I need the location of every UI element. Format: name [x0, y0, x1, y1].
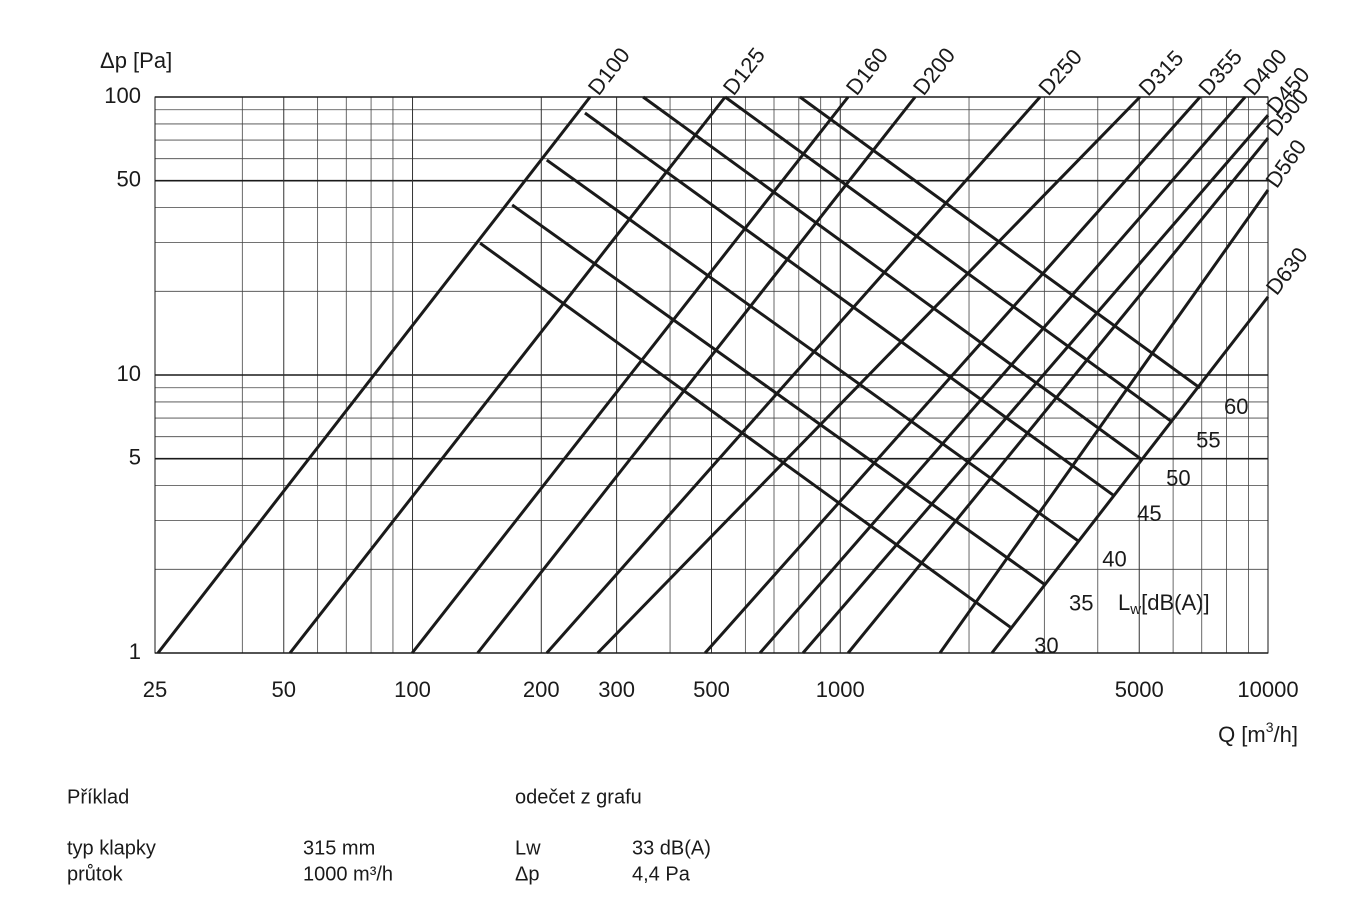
diameter-line [476, 96, 917, 654]
diameter-label: D355 [1193, 44, 1247, 100]
x-tick-label: 25 [143, 677, 167, 702]
diameter-line [545, 96, 1042, 654]
diameter-line [288, 96, 727, 654]
diameter-label: D200 [908, 43, 960, 100]
diameter-label: D125 [718, 43, 770, 100]
lw-title: Lw[dB(A)] [1118, 590, 1210, 618]
example-cell: průtok [67, 863, 124, 885]
y-tick-label: 10 [117, 361, 141, 386]
example-cell: Lw [515, 837, 541, 859]
x-tick-label: 200 [523, 677, 560, 702]
diameter-line [990, 295, 1270, 654]
y-tick-label: 100 [104, 83, 141, 108]
example-read-title: odečet z grafu [515, 786, 642, 808]
lw-title-main: L [1118, 590, 1130, 615]
diameter-line [758, 96, 1247, 654]
x-tick-label: 500 [693, 677, 730, 702]
x-tick-label: 5000 [1115, 677, 1164, 702]
sound-label: 35 [1069, 591, 1093, 616]
diameter-label: D630 [1261, 243, 1313, 300]
sound-line [724, 95, 1173, 424]
x-axis-title-sup: 3 [1266, 719, 1274, 735]
diameter-line [596, 95, 1141, 655]
diameter-line [410, 96, 850, 654]
example-cell: typ klapky [67, 837, 156, 859]
lw-title-rest: [dB(A)] [1141, 590, 1209, 615]
sound-line [584, 111, 1115, 497]
diameter-label: D315 [1134, 45, 1189, 100]
x-tick-label: 300 [598, 677, 635, 702]
sound-label: 55 [1196, 428, 1220, 453]
sound-label: 40 [1102, 547, 1126, 572]
sound-label: 50 [1166, 466, 1190, 491]
plot-frame [154, 96, 1269, 654]
diameter-line [703, 96, 1202, 654]
sound-label: 60 [1224, 394, 1248, 419]
example-cell: 33 dB(A) [632, 837, 711, 859]
sound-line [545, 158, 1080, 543]
example-cell: 315 mm [303, 837, 375, 859]
x-axis-title-rest: /h] [1274, 722, 1298, 747]
lw-title-sub: w [1129, 601, 1141, 618]
diameter-line [938, 189, 1270, 654]
x-tick-label: 50 [272, 677, 296, 702]
x-tick-label: 1000 [816, 677, 865, 702]
x-axis-title: Q [m3/h] [1218, 719, 1298, 747]
y-tick-label: 1 [129, 639, 141, 664]
y-axis-title: Δp [Pa] [100, 48, 172, 73]
example-cell: 1000 m³/h [303, 863, 393, 885]
x-tick-label: 10000 [1237, 677, 1298, 702]
sound-label: 45 [1137, 501, 1161, 526]
y-tick-label: 50 [117, 166, 141, 191]
sound-line [799, 95, 1201, 390]
diameter-label: D250 [1033, 44, 1087, 100]
example-title: Příklad [67, 786, 129, 808]
sound-line [642, 95, 1143, 462]
sound-line [511, 203, 1046, 586]
example-cell: 4,4 Pa [632, 863, 691, 885]
diameter-line [846, 137, 1270, 654]
diameter-label: D100 [583, 43, 635, 100]
diameter-line [156, 96, 592, 654]
y-tick-label: 5 [129, 444, 141, 469]
example-cell: Δp [515, 863, 539, 885]
sound-line [479, 241, 1012, 629]
x-tick-label: 100 [394, 677, 431, 702]
x-axis-title-main: Q [m [1218, 722, 1266, 747]
diameter-label: D160 [841, 43, 893, 100]
sound-label: 30 [1034, 633, 1058, 658]
